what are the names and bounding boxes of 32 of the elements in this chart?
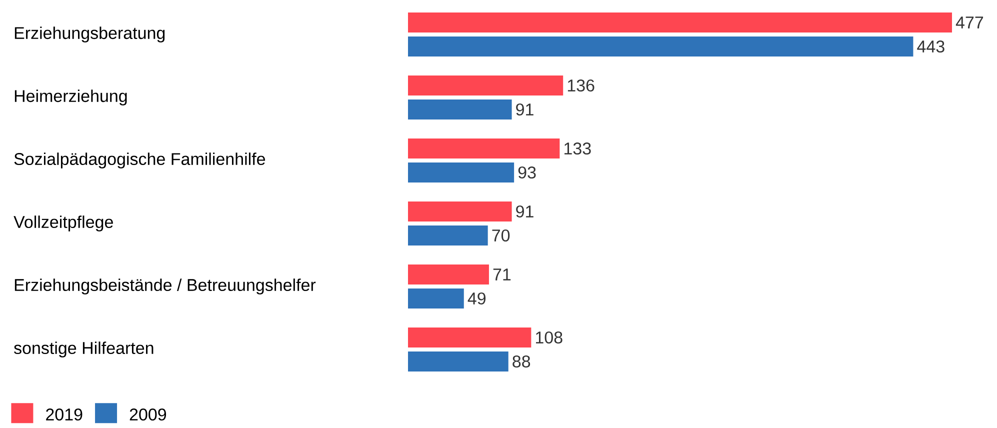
bar <box>408 99 512 120</box>
y-tick-label: Sozialpädagogische Familienhilfe <box>14 152 266 168</box>
bar <box>408 138 560 158</box>
data-label: 443 <box>917 40 944 53</box>
y-tick-label: sonstige Hilfearten <box>14 342 154 358</box>
data-label: 477 <box>956 16 984 28</box>
bar <box>408 12 952 32</box>
data-label: 91 <box>516 205 534 218</box>
bar <box>408 327 532 348</box>
bar <box>408 288 464 308</box>
y-tick-label: Vollzeitpflege <box>14 216 113 232</box>
data-label: 93 <box>518 166 536 179</box>
data-label: 133 <box>564 142 591 155</box>
data-label: 91 <box>516 103 534 116</box>
data-label: 88 <box>512 355 530 368</box>
bar <box>408 264 489 284</box>
y-tick-label: Heimerziehung <box>14 90 127 106</box>
legend-label: 2019 <box>46 408 82 421</box>
bar <box>408 75 564 96</box>
data-label: 70 <box>492 229 510 242</box>
data-label: 136 <box>568 79 594 92</box>
bar <box>408 36 914 56</box>
y-tick-label: Erziehungsberatung <box>14 26 165 42</box>
data-label: 71 <box>493 268 511 280</box>
data-label: 49 <box>468 292 486 305</box>
data-label: 108 <box>536 331 562 344</box>
bar <box>408 225 488 246</box>
y-tick-label: Erziehungsbeistände / Betreuungshelfer <box>14 278 316 294</box>
bar <box>408 162 514 182</box>
bar <box>408 201 512 222</box>
bar <box>408 351 508 372</box>
legend-label: 2009 <box>130 408 166 421</box>
